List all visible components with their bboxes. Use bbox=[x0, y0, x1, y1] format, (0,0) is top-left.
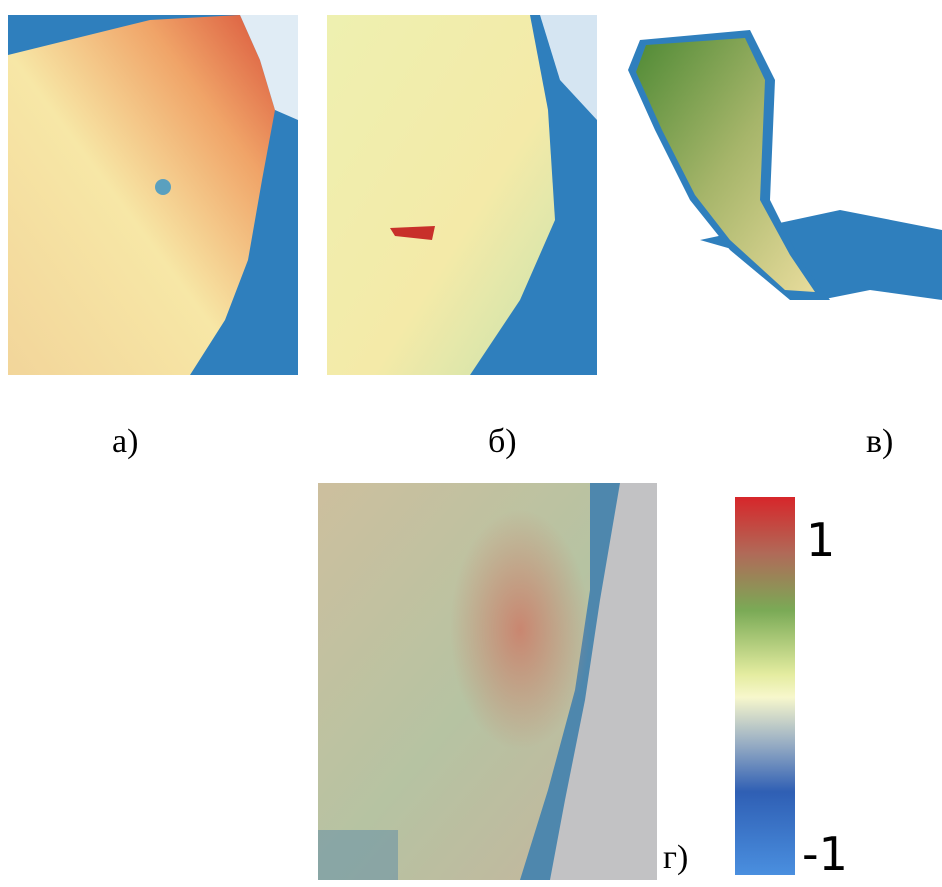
panel-label: б) bbox=[488, 423, 517, 460]
colorbar bbox=[735, 497, 795, 875]
map-d bbox=[318, 483, 657, 880]
panel-label: а) bbox=[112, 423, 138, 460]
map-c bbox=[625, 30, 942, 375]
page: {"panels": [{"label": "а)"}, {"label": "… bbox=[0, 0, 942, 887]
figure: а) б) в) г) 1 -1 bbox=[0, 0, 942, 887]
colorbar-max: 1 bbox=[806, 513, 835, 567]
map-a bbox=[8, 15, 298, 375]
panel-label: в) bbox=[866, 423, 893, 460]
map-b bbox=[327, 15, 597, 375]
panel-label: г) bbox=[663, 839, 688, 876]
colorbar-min: -1 bbox=[802, 827, 848, 881]
